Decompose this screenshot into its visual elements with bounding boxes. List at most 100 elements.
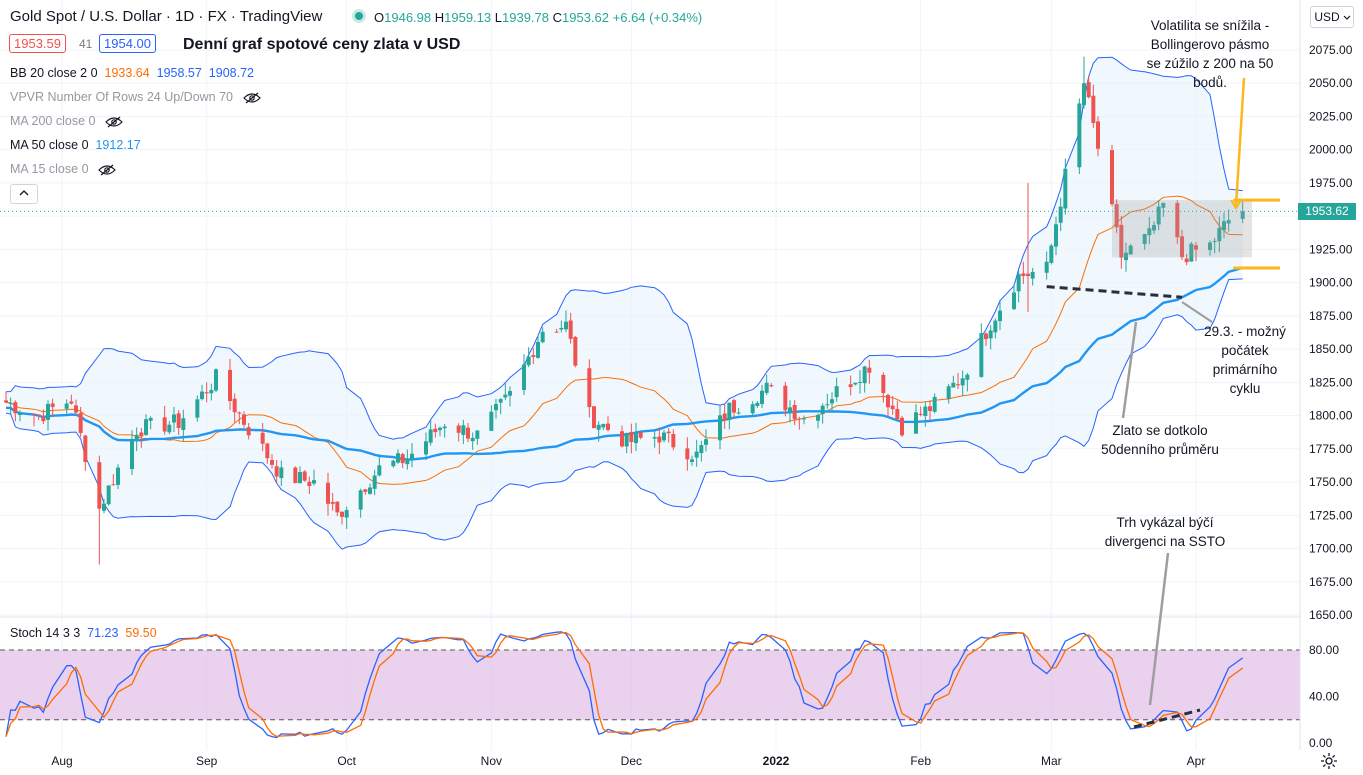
collapse-legend-button[interactable] (10, 184, 38, 204)
candle-body (993, 320, 998, 333)
candle-body (1021, 273, 1026, 276)
candle-body (456, 425, 461, 433)
candle-body (848, 384, 853, 388)
y-tick-label: 2025.00 (1309, 109, 1353, 123)
buy-price-button[interactable]: 1954.00 (99, 34, 156, 53)
x-tick-label: Oct (337, 754, 356, 768)
x-tick-label: Mar (1041, 754, 1062, 768)
candle-body (951, 382, 956, 388)
symbol-title[interactable]: Gold Spot / U.S. Dollar · 1D · FX · Trad… (10, 8, 323, 25)
currency-select[interactable]: USD (1310, 6, 1354, 28)
ohlc-values: O1946.98 H1959.13 L1939.78 C1953.62 +6.6… (374, 10, 703, 25)
candle-body (391, 460, 396, 467)
candle-body (923, 406, 928, 416)
candle-body (1077, 103, 1082, 168)
candle-body (1110, 150, 1114, 205)
candle-body (470, 437, 475, 442)
candle-body (932, 396, 937, 412)
candle-body (428, 429, 433, 443)
candle-body (1212, 241, 1217, 243)
candle-body (620, 431, 624, 447)
support-trendline (1046, 285, 1183, 299)
candle-body (1044, 261, 1049, 273)
hidden-eye-icon[interactable] (105, 116, 123, 128)
candle-body (204, 392, 209, 394)
candle-body (1189, 243, 1194, 262)
y-tick-label: 1900.00 (1309, 276, 1353, 290)
candle-body (900, 417, 904, 436)
candle-body (228, 369, 232, 402)
sell-price-button[interactable]: 1953.59 (9, 34, 66, 53)
candle-body (867, 367, 872, 373)
candle-body (498, 399, 503, 403)
candle-body (344, 510, 349, 518)
candle-body (326, 482, 330, 504)
candle-body (32, 413, 36, 415)
candle-body (666, 431, 671, 434)
candle-body (302, 471, 307, 481)
bb-legend[interactable]: BB 20 close 2 0 1933.64 1958.57 1908.72 (10, 66, 254, 80)
ma200-legend[interactable]: MA 200 close 0 (10, 114, 123, 128)
y-tick-label: 2050.00 (1309, 76, 1353, 90)
candle-body (522, 364, 526, 391)
y-tick-label: 1700.00 (1309, 542, 1353, 556)
x-tick-label: 2022 (763, 754, 790, 768)
candle-body (1096, 121, 1100, 149)
candle-body (1091, 95, 1096, 124)
ma15-legend[interactable]: MA 15 close 0 (10, 162, 116, 176)
settings-button[interactable] (1320, 752, 1338, 775)
candle-body (750, 404, 755, 414)
candle-body (732, 400, 736, 413)
stoch-legend[interactable]: Stoch 14 3 3 71.23 59.50 (10, 626, 157, 640)
candle-body (1222, 221, 1226, 231)
candle-body (340, 511, 344, 517)
candle-body (540, 331, 545, 343)
hidden-eye-icon[interactable] (98, 164, 116, 176)
candle-body (755, 402, 760, 407)
y-tick-label: 1800.00 (1309, 409, 1353, 423)
candle-body (111, 484, 116, 486)
cycle-arrow (1181, 301, 1213, 323)
candle-body (1026, 273, 1030, 277)
candle-body (4, 400, 8, 403)
candle-body (335, 501, 340, 513)
candle-body (601, 423, 606, 428)
candle-body (106, 485, 111, 505)
spread-value: 41 (79, 37, 93, 51)
candle-body (862, 366, 867, 384)
candle-body (662, 432, 666, 441)
candle-body (1016, 274, 1021, 292)
candle-body (956, 384, 960, 386)
candle-body (1012, 292, 1016, 310)
candle-body (1240, 211, 1245, 219)
candle-body (466, 427, 470, 439)
candle-body (1184, 258, 1189, 263)
candle-body (438, 427, 442, 431)
candle-body (825, 404, 830, 406)
vpvr-legend[interactable]: VPVR Number Of Rows 24 Up/Down 70 (10, 90, 261, 104)
candle-body (214, 369, 218, 391)
candle-body (13, 402, 18, 414)
candle-body (1124, 252, 1128, 261)
candle-body (1147, 228, 1152, 236)
stoch-zone (0, 650, 1300, 720)
candle-body (764, 382, 769, 393)
x-tick-label: Dec (621, 754, 642, 768)
y-tick-label: 1875.00 (1309, 309, 1353, 323)
hidden-eye-icon[interactable] (242, 92, 261, 104)
candle-body (960, 378, 965, 386)
candle-body (50, 403, 55, 408)
candle-body (853, 382, 858, 385)
annotation-cycle: 29.3. - možný počátek primárního cyklu (1204, 324, 1286, 396)
candle-body (965, 374, 970, 380)
y-tick-label: 1725.00 (1309, 508, 1353, 522)
candle-body (41, 417, 46, 422)
candle-body (377, 465, 382, 476)
candle-body (134, 434, 139, 441)
candle-body (508, 391, 512, 396)
candle-body (242, 414, 246, 425)
candle-body (694, 451, 699, 458)
candle-body (1175, 203, 1180, 238)
ma50-legend[interactable]: MA 50 close 0 1912.17 (10, 138, 141, 152)
